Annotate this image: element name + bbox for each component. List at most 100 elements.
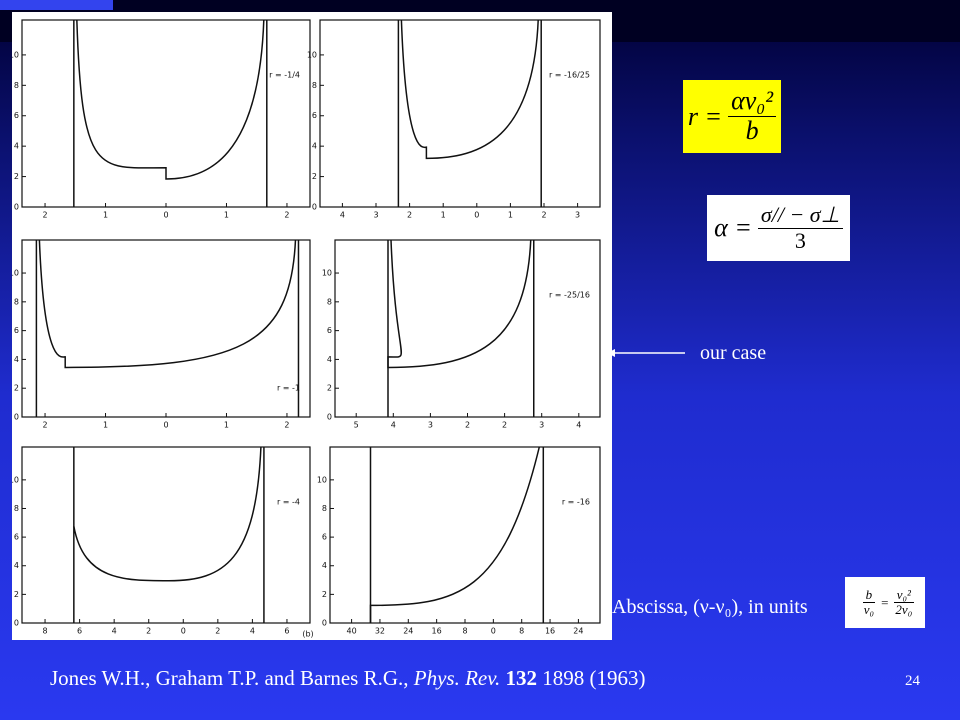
x-tick-label: 24 (573, 627, 583, 636)
x-tick-label: 8 (462, 627, 467, 636)
x-tick-label: 1 (103, 421, 108, 430)
x-tick-label: 6 (284, 627, 289, 636)
x-tick-label: 0 (491, 627, 496, 636)
x-tick-label: 0 (163, 421, 168, 430)
y-tick-label: 2 (14, 384, 19, 393)
numerator: αν₀² (728, 87, 777, 117)
y-tick-label: 4 (312, 142, 317, 151)
denominator: ν₀ (863, 602, 875, 617)
x-tick-label: 6 (77, 627, 82, 636)
x-tick-label: 2 (42, 211, 47, 220)
x-tick-label: 32 (375, 627, 385, 636)
x-tick-label: 1 (224, 421, 229, 430)
plot-frame (334, 239, 601, 418)
panel-label: r = -1 (277, 384, 300, 393)
y-tick-label: 2 (327, 384, 332, 393)
y-tick-label: 8 (327, 297, 332, 306)
panel-label: r = -16 (562, 498, 590, 507)
formula-r: r = αν₀² b (683, 80, 781, 153)
x-tick-label: 2 (215, 627, 220, 636)
x-tick-label: 4 (112, 627, 117, 636)
y-tick-label: 6 (322, 533, 327, 542)
x-tick-label: 4 (576, 421, 581, 430)
curve (73, 446, 262, 582)
x-tick-label: 1 (103, 211, 108, 220)
x-tick-label: 0 (474, 211, 479, 220)
x-tick-label: 3 (539, 421, 544, 430)
abscissa-text: Abscissa, (ν-ν₀), in units (612, 596, 808, 618)
x-tick-label: 4 (391, 421, 396, 430)
arrow-label: our case (700, 342, 767, 364)
y-tick-label: 0 (327, 413, 332, 422)
curve (387, 239, 532, 369)
y-tick-label: 0 (14, 619, 19, 628)
x-tick-label: 8 (519, 627, 524, 636)
y-tick-label: 6 (14, 111, 19, 120)
y-tick-label: 8 (14, 504, 19, 513)
y-tick-label: 2 (322, 590, 327, 599)
citation: Jones W.H., Graham T.P. and Barnes R.G.,… (50, 666, 646, 691)
x-tick-label: 3 (428, 421, 433, 430)
title-accent (0, 0, 113, 10)
units-formula: b ν₀ = ν₀² 2ν₀ (845, 577, 925, 628)
y-tick-label: 2 (14, 172, 19, 181)
y-tick-label: 0 (14, 413, 19, 422)
y-tick-label: 6 (312, 111, 317, 120)
denominator: 3 (794, 227, 806, 253)
page-number: 24 (905, 673, 920, 689)
denominator: b (745, 116, 759, 145)
y-tick-label: 6 (327, 326, 332, 335)
x-tick-label: 2 (284, 421, 289, 430)
x-tick-label: 16 (432, 627, 442, 636)
panel-label: r = -4 (277, 498, 300, 507)
x-tick-label: 24 (403, 627, 413, 636)
y-tick-label: 8 (312, 81, 317, 90)
volume: 132 (505, 666, 538, 690)
x-tick-label: 2 (146, 627, 151, 636)
y-tick-label: 4 (327, 355, 332, 364)
formula-lhs: r = (687, 101, 723, 131)
panel-label: r = -25/16 (549, 291, 590, 300)
panel-label: r = -1/4 (269, 71, 300, 80)
equals: = (881, 594, 889, 610)
x-tick-label: 3 (575, 211, 580, 220)
journal: Phys. Rev. (413, 666, 501, 690)
pages-year: 1898 (1963) (542, 666, 646, 690)
plot-frame (319, 19, 601, 208)
y-tick-label: 4 (14, 142, 19, 151)
x-tick-label: 40 (347, 627, 357, 636)
x-tick-label: 3 (373, 211, 378, 220)
y-tick-label: 2 (14, 590, 19, 599)
numerator: σ// − σ⊥ (757, 203, 843, 229)
y-tick-label: 4 (322, 561, 327, 570)
x-tick-label: 4 (250, 627, 255, 636)
denominator: 2ν₀ (895, 602, 913, 617)
x-tick-label: 1 (224, 211, 229, 220)
y-tick-label: 0 (312, 203, 317, 212)
y-tick-label: 10 (322, 269, 332, 278)
x-tick-label: 8 (42, 627, 47, 636)
numerator: ν₀² (893, 587, 914, 603)
x-tick-label: 4 (340, 211, 345, 220)
x-tick-label: 2 (42, 421, 47, 430)
y-tick-label: 10 (12, 269, 19, 278)
arrow (607, 349, 685, 357)
curve (38, 239, 297, 369)
y-tick-label: 6 (14, 533, 19, 542)
authors: Jones W.H., Graham T.P. and Barnes R.G., (50, 666, 409, 690)
panel-label: r = -16/25 (549, 71, 590, 80)
x-tick-label: 1 (508, 211, 513, 220)
y-tick-label: 6 (14, 326, 19, 335)
y-tick-label: 4 (14, 561, 19, 570)
x-tick-label: 2 (541, 211, 546, 220)
y-tick-label: 8 (14, 81, 19, 90)
x-tick-label: 5 (354, 421, 359, 430)
x-tick-label: 0 (181, 627, 186, 636)
y-tick-label: 4 (14, 355, 19, 364)
y-tick-label: 10 (12, 475, 19, 484)
y-tick-label: 10 (317, 475, 327, 484)
y-tick-label: 10 (307, 50, 317, 59)
formula-lhs: α = (714, 213, 752, 242)
